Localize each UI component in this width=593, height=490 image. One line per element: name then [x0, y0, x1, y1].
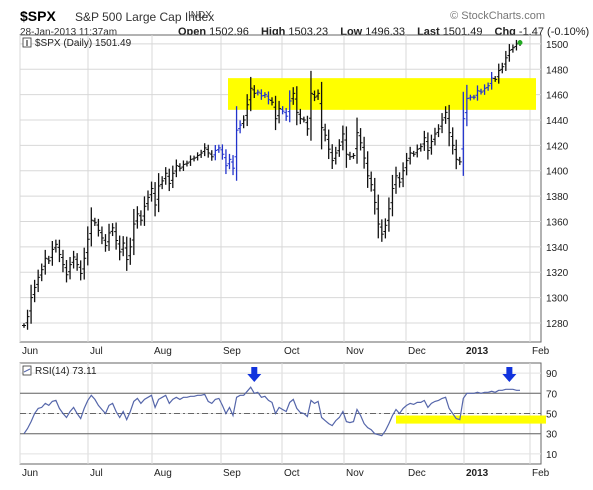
price-x-tick-label: Sep	[223, 346, 241, 357]
price-x-tick-label: Feb	[532, 346, 550, 357]
price-y-tick-label: 1500	[546, 40, 569, 51]
price-legend: $SPX (Daily) 1501.49	[35, 38, 132, 49]
symbol-label: $SPX	[20, 8, 56, 24]
rsi-x-tick-label: Jun	[22, 468, 38, 479]
rsi-x-tick-label: Sep	[223, 468, 241, 479]
exchange-label: INDX	[188, 10, 212, 21]
price-x-tick-label: Aug	[154, 346, 172, 357]
price-y-tick-label: 1420	[546, 141, 569, 152]
price-x-tick-label: Jun	[22, 346, 38, 357]
price-y-tick-label: 1340	[546, 243, 569, 254]
down-arrow-icon	[502, 367, 517, 382]
price-y-tick-label: 1300	[546, 294, 569, 305]
price-x-tick-label: Dec	[408, 346, 426, 357]
down-arrow-icon	[247, 367, 262, 382]
price-x-tick-label: Jul	[90, 346, 103, 357]
rsi-line	[23, 386, 520, 437]
rsi-y-tick-label: 50	[546, 410, 558, 421]
rsi-x-tick-label: Jul	[90, 468, 103, 479]
rsi-y-tick-label: 90	[546, 369, 558, 380]
rsi-x-tick-label: Aug	[154, 468, 172, 479]
price-y-tick-label: 1360	[546, 217, 569, 228]
price-x-tick-label: Oct	[284, 346, 300, 357]
price-y-tick-label: 1280	[546, 319, 569, 330]
rsi-y-tick-label: 30	[546, 430, 558, 441]
rsi-x-tick-label: Feb	[532, 468, 550, 479]
price-highlight-band	[228, 78, 536, 110]
rsi-x-tick-label: Nov	[346, 468, 364, 479]
price-y-tick-label: 1380	[546, 192, 569, 203]
price-y-tick-label: 1400	[546, 167, 569, 178]
rsi-highlight-band	[396, 415, 546, 424]
rsi-y-tick-label: 70	[546, 389, 558, 400]
rsi-x-tick-label: 2013	[466, 468, 489, 479]
index-name: S&P 500 Large Cap Index	[75, 10, 215, 24]
rsi-legend-swatch-line	[23, 368, 31, 373]
rsi-y-tick-label: 10	[546, 450, 558, 461]
last-price-marker	[517, 40, 523, 46]
price-y-tick-label: 1480	[546, 65, 569, 76]
brand-label[interactable]: © StockCharts.com	[450, 10, 545, 22]
price-x-tick-label: Nov	[346, 346, 364, 357]
timestamp: 28-Jan-2013 11:37am	[20, 27, 118, 38]
price-x-tick-label: 2013	[466, 346, 489, 357]
price-y-tick-label: 1460	[546, 91, 569, 102]
price-y-tick-label: 1320	[546, 268, 569, 279]
rsi-legend: RSI(14) 73.11	[35, 366, 97, 377]
rsi-x-tick-label: Dec	[408, 468, 426, 479]
price-y-tick-label: 1440	[546, 116, 569, 127]
rsi-x-tick-label: Oct	[284, 468, 300, 479]
